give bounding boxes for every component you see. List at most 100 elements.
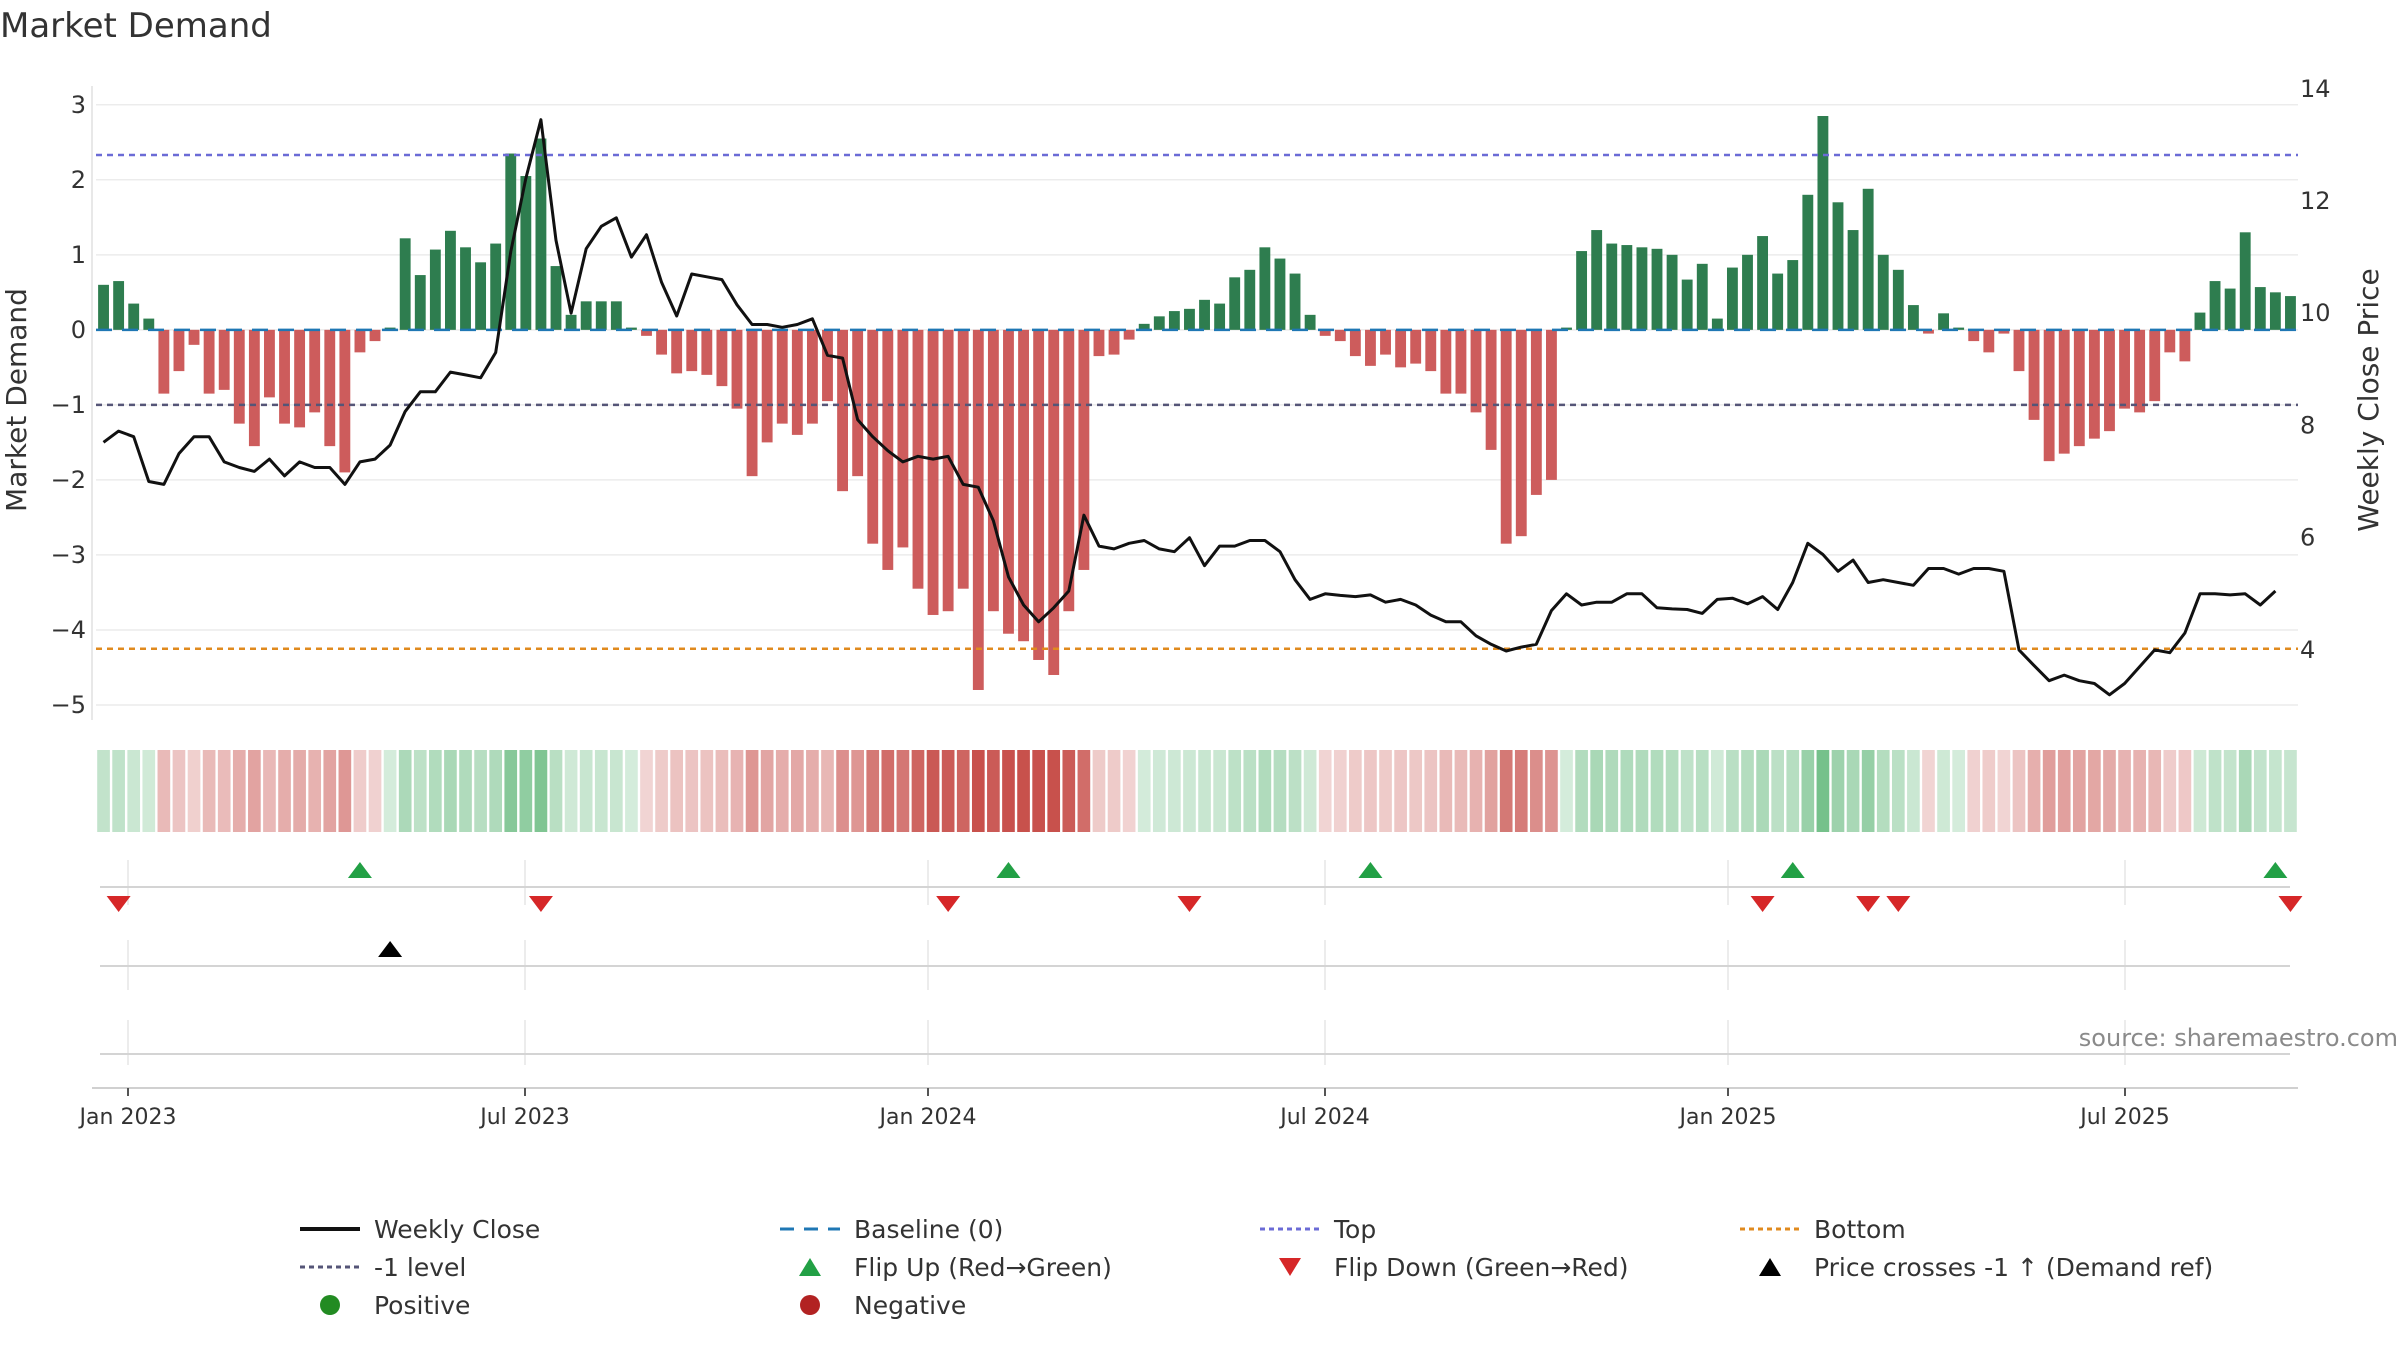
y-tick-label: −5 xyxy=(51,691,86,719)
heat-strip-cell xyxy=(866,750,880,832)
heat-strip-cell xyxy=(821,750,834,832)
heat-strip-cell xyxy=(353,750,367,832)
demand-bar xyxy=(414,275,426,330)
demand-bar xyxy=(1998,329,2010,334)
heat-strip-cell xyxy=(368,750,382,832)
demand-bar xyxy=(1817,116,1829,330)
demand-bar xyxy=(1923,329,1934,334)
legend-item-positive: Positive xyxy=(300,1291,780,1320)
demand-bar xyxy=(1968,329,1980,342)
demand-bar xyxy=(686,329,698,372)
heat-strip-cell xyxy=(1379,750,1392,832)
source-credit: source: sharemaestro.com xyxy=(2078,1024,2398,1052)
demand-bar xyxy=(324,329,336,447)
demand-bar xyxy=(218,329,230,390)
x-tick-label: Jul 2025 xyxy=(2078,1105,2170,1130)
demand-bar xyxy=(279,329,290,424)
y2-tick-label: 10 xyxy=(2300,299,2331,327)
heat-strip-cell xyxy=(1907,750,1920,832)
demand-bar xyxy=(1651,248,1663,330)
heat-strip-cell xyxy=(1514,750,1528,832)
price-cross-marker xyxy=(378,941,403,957)
heat-strip-cell xyxy=(2012,750,2026,832)
y-tick-label: 2 xyxy=(71,166,86,194)
demand-bar xyxy=(1410,329,1422,364)
dashed-line-icon xyxy=(780,1216,840,1242)
demand-bar xyxy=(354,329,366,353)
demand-bar xyxy=(1757,236,1769,330)
heat-strip-cell xyxy=(2223,750,2237,832)
heat-strip-cell xyxy=(836,750,849,832)
heat-strip-cell xyxy=(323,750,337,832)
heat-strip-cell xyxy=(760,750,774,832)
y-tick-label: −3 xyxy=(51,541,86,569)
flip-up-marker xyxy=(1780,862,1805,878)
y-tick-label: 3 xyxy=(71,91,86,119)
demand-bar xyxy=(957,329,969,589)
heat-strip-cell xyxy=(398,750,412,832)
heat-strip-cell xyxy=(1469,750,1483,832)
demand-bar xyxy=(822,329,833,402)
flip-down-marker xyxy=(2278,896,2303,912)
demand-bar xyxy=(1440,329,1452,394)
heat-strip-cell xyxy=(1635,750,1649,832)
heat-strip-cell xyxy=(383,750,397,832)
demand-bar xyxy=(1184,308,1195,330)
weekly-close-line xyxy=(102,118,2277,697)
heat-strip-cell xyxy=(1183,750,1196,832)
demand-bar xyxy=(128,303,140,330)
demand-bar xyxy=(897,329,909,548)
heat-strip-cell xyxy=(1228,750,1242,832)
heat-strip-cell xyxy=(1122,750,1136,832)
demand-bar xyxy=(429,249,441,330)
demand-bar xyxy=(776,329,788,424)
y-axis-label: Market Demand xyxy=(0,288,33,512)
demand-bar xyxy=(1349,329,1361,357)
heat-strip-cell xyxy=(127,750,141,832)
y2-tick-label: 8 xyxy=(2300,411,2315,439)
green-dot-icon xyxy=(300,1292,360,1318)
demand-bar xyxy=(2104,329,2115,432)
heat-strip-cell xyxy=(1997,750,2011,832)
heat-strip-cell xyxy=(911,750,925,832)
heat-strip-cell xyxy=(1665,750,1679,832)
legend-row: Positive Negative xyxy=(300,1286,2250,1324)
demand-bar xyxy=(1802,194,1814,330)
demand-bar xyxy=(475,262,487,330)
heat-strip-cell xyxy=(1620,750,1634,832)
heat-strip-cell xyxy=(1394,750,1407,832)
heat-strip-cell xyxy=(1711,750,1724,832)
heat-strip-cell xyxy=(1303,750,1317,832)
heat-strip-cell xyxy=(1846,750,1860,832)
demand-bar xyxy=(1515,329,1527,537)
demand-bar xyxy=(1289,273,1301,330)
heat-strip-cell xyxy=(1107,750,1121,832)
demand-bar xyxy=(746,329,758,477)
heat-strip-cell xyxy=(564,750,578,832)
demand-bar xyxy=(1274,258,1286,330)
demand-bar xyxy=(173,329,185,372)
heat-strip-cell xyxy=(1695,750,1709,832)
demand-bar xyxy=(1711,318,1723,330)
y2-tick-label: 12 xyxy=(2300,187,2331,215)
dotted-line-icon xyxy=(300,1254,360,1280)
heat-strip-cell xyxy=(1349,750,1362,832)
demand-bar xyxy=(203,329,215,394)
flip-down-marker xyxy=(106,896,131,912)
heat-strip-cell xyxy=(851,750,864,832)
demand-bar xyxy=(2224,288,2236,330)
demand-bar xyxy=(248,329,260,447)
heat-strip-cell xyxy=(1288,750,1302,832)
demand-bar xyxy=(972,329,984,690)
heat-strip-cell xyxy=(1499,750,1513,832)
demand-bar xyxy=(610,301,622,330)
demand-bar xyxy=(987,329,999,612)
heat-strip-cell xyxy=(2284,750,2297,832)
dotted-line-icon xyxy=(1260,1216,1320,1242)
legend-label: Negative xyxy=(854,1290,967,1320)
heat-strip-cell xyxy=(534,750,548,832)
heat-strip-cell xyxy=(2178,750,2192,832)
demand-bar xyxy=(1470,329,1482,413)
demand-bar xyxy=(1485,329,1497,450)
heat-strip-cell xyxy=(112,750,125,832)
